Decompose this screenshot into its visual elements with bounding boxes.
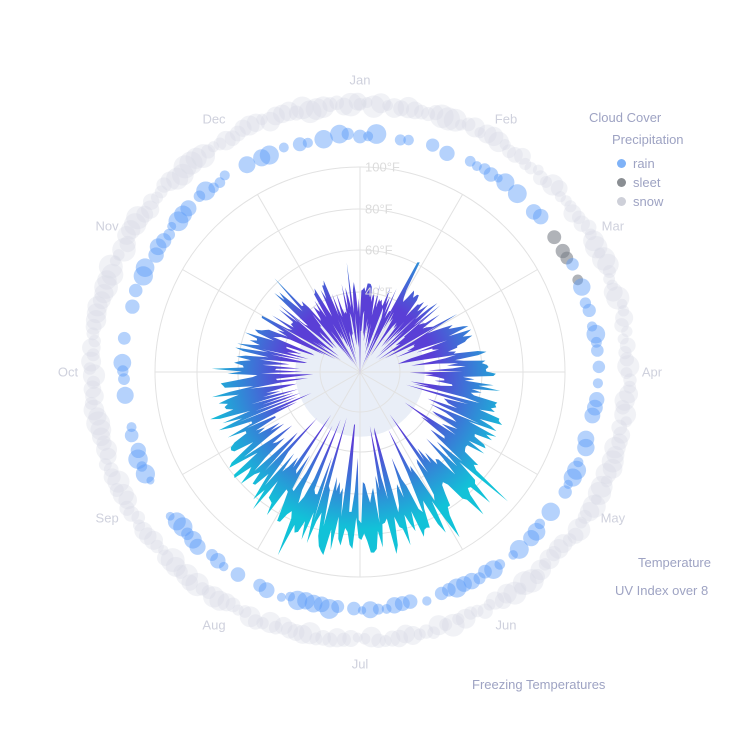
legend-cloud-cover: Cloud Cover	[589, 110, 662, 125]
month-label-oct: Oct	[57, 364, 79, 380]
tick-label: 40°F	[365, 284, 393, 300]
month-label-mar: Mar	[601, 218, 625, 234]
month-label-may: May	[600, 510, 626, 526]
tick-label: 60°F	[365, 242, 393, 258]
legend-temperature: Temperature	[638, 555, 711, 570]
sleet-dot-icon	[617, 178, 626, 187]
tick-label: 100°F	[365, 159, 400, 175]
month-label-feb: Feb	[494, 111, 518, 127]
month-label-aug: Aug	[202, 617, 226, 633]
month-label-jan: Jan	[349, 72, 371, 88]
snow-dot-icon	[617, 197, 626, 206]
month-label-jul: Jul	[351, 656, 369, 672]
month-label-nov: Nov	[95, 218, 119, 234]
month-label-apr: Apr	[641, 364, 663, 380]
legend-uv-index: UV Index over 8	[615, 583, 709, 598]
legend-snow: snow	[617, 194, 663, 209]
legend-freezing: Freezing Temperatures	[472, 677, 606, 692]
month-label-dec: Dec	[202, 111, 226, 127]
month-label-jun: Jun	[495, 617, 517, 633]
temperature-area	[210, 262, 508, 556]
tick-label: 80°F	[365, 201, 393, 217]
month-label-sep: Sep	[95, 510, 119, 526]
rain-dot-icon	[617, 159, 626, 168]
legend-precipitation: Precipitation	[612, 132, 684, 147]
legend-sleet: sleet	[617, 175, 660, 190]
legend-rain: rain	[617, 156, 655, 171]
